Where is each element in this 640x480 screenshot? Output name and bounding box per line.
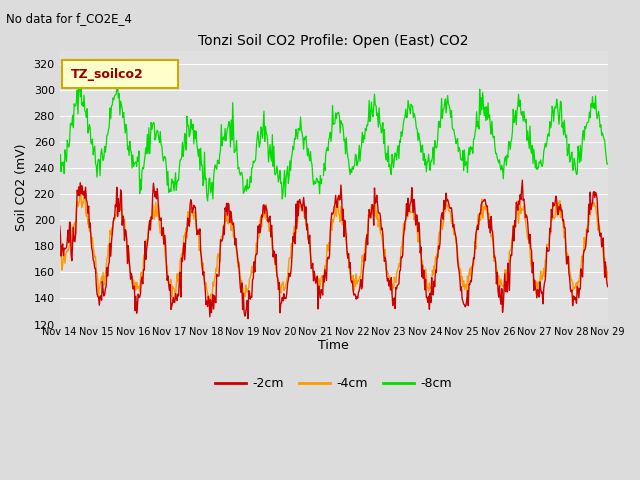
Text: No data for f_CO2E_4: No data for f_CO2E_4	[6, 12, 132, 25]
X-axis label: Time: Time	[318, 339, 349, 352]
Legend: -2cm, -4cm, -8cm: -2cm, -4cm, -8cm	[210, 372, 457, 395]
Y-axis label: Soil CO2 (mV): Soil CO2 (mV)	[15, 144, 28, 231]
Text: TZ_soilco2: TZ_soilco2	[70, 68, 143, 81]
Title: Tonzi Soil CO2 Profile: Open (East) CO2: Tonzi Soil CO2 Profile: Open (East) CO2	[198, 34, 469, 48]
FancyBboxPatch shape	[63, 60, 177, 88]
